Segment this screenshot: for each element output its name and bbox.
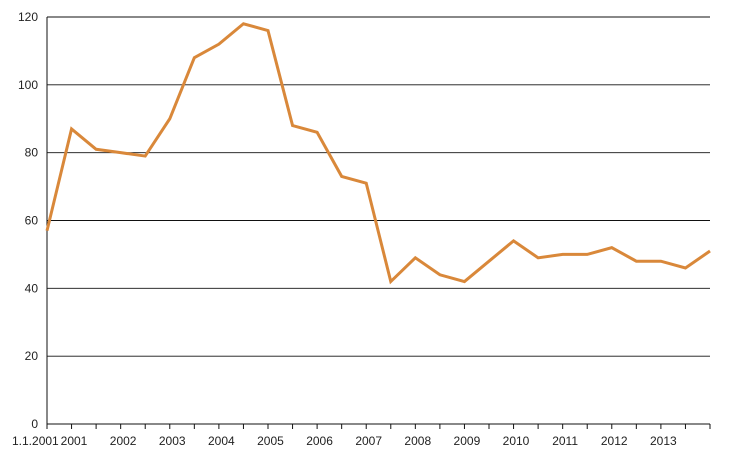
y-tick-label: 60 bbox=[25, 214, 39, 228]
axes bbox=[46, 17, 711, 429]
x-tick-label: 2001 bbox=[61, 434, 88, 448]
x-tick-label: 2003 bbox=[159, 434, 186, 448]
series-line bbox=[45, 22, 711, 285]
y-tick-label: 100 bbox=[18, 78, 38, 92]
x-tick-label: 2011 bbox=[552, 434, 578, 448]
x-tick-label: 2005 bbox=[257, 434, 284, 448]
x-tick-label: 2008 bbox=[404, 434, 431, 448]
gridlines bbox=[47, 16, 710, 357]
x-tick-label: 2007 bbox=[355, 434, 382, 448]
x-tick-label: 2004 bbox=[208, 434, 235, 448]
x-tick-label: 2012 bbox=[601, 434, 628, 448]
x-tick-label: 2002 bbox=[110, 434, 137, 448]
series-group bbox=[45, 22, 711, 285]
y-tick-label: 40 bbox=[25, 281, 39, 295]
x-axis-tick-labels: 1.1.2001 2001 2002 2003 2004 2005 2006 2007 2008… bbox=[12, 434, 677, 448]
y-tick-label: 80 bbox=[25, 146, 39, 160]
y-tick-label: 20 bbox=[25, 349, 39, 363]
y-tick-label: 120 bbox=[18, 10, 38, 24]
x-tick-label: 1.1.2001 bbox=[12, 434, 59, 448]
x-tick-label: 2013 bbox=[650, 434, 677, 448]
x-tick-label: 2010 bbox=[503, 434, 530, 448]
y-axis-tick-labels: 0 20 40 60 80 100 120 bbox=[18, 10, 38, 431]
x-tick-label: 2009 bbox=[454, 434, 481, 448]
x-tick-label: 2006 bbox=[306, 434, 333, 448]
y-tick-label: 0 bbox=[31, 417, 38, 431]
